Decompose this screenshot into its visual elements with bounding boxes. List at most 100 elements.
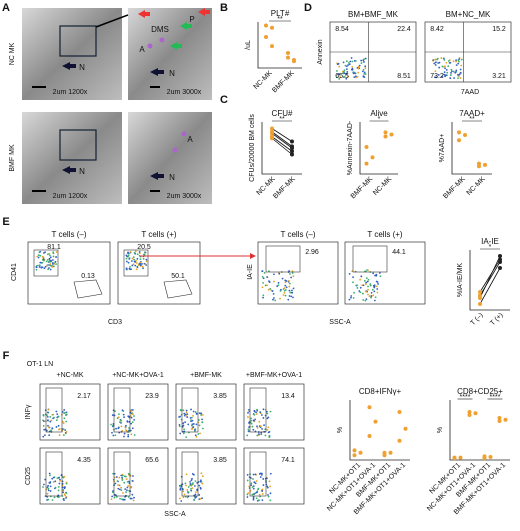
flow-event (65, 482, 68, 485)
flow-event (264, 434, 267, 437)
flow-event (254, 492, 257, 495)
flow-event (65, 420, 68, 423)
flow-event (358, 290, 361, 292)
y-label: % (437, 427, 444, 433)
flow-event (128, 427, 130, 429)
gate-value: 23.9 (145, 393, 159, 400)
flow-event (130, 410, 133, 412)
flow-event (364, 57, 367, 60)
flow-event (136, 257, 139, 260)
flow-event (261, 489, 264, 492)
scale-bar (150, 190, 160, 192)
flow-event (187, 486, 190, 488)
flow-event (178, 423, 181, 426)
quadrant-value: 15.2 (492, 26, 506, 33)
flow-event (352, 276, 354, 279)
flow-event (291, 289, 293, 292)
flow-event (119, 419, 122, 422)
flow-event (259, 476, 262, 478)
flow-event (281, 277, 284, 280)
flow-event (351, 65, 354, 68)
flow-event (64, 429, 67, 432)
flow-event (262, 277, 265, 280)
flow-event (48, 267, 50, 269)
flow-event (453, 77, 455, 79)
flow-event (125, 478, 128, 481)
flow-event (253, 419, 255, 422)
flow-event (185, 473, 188, 476)
flow-event (373, 286, 376, 289)
flow-event (133, 496, 135, 499)
flow-event (277, 281, 280, 284)
flow-event (250, 477, 252, 479)
flow-event (43, 267, 46, 270)
flow-event (183, 493, 186, 496)
flow-event (360, 275, 363, 278)
flow-event (364, 283, 367, 285)
flow-event (42, 414, 45, 417)
flow-event (123, 498, 126, 501)
flow-event (131, 413, 134, 415)
flow-event (345, 72, 348, 75)
point (290, 152, 294, 157)
group-label: OT-1 LN (27, 361, 53, 368)
flow-event (290, 295, 293, 298)
flow-event (179, 432, 182, 435)
flow-event (367, 285, 369, 288)
flow-event (189, 483, 192, 485)
chart-title: CD8+CD25+ (457, 387, 503, 396)
flow-event (131, 264, 134, 267)
flow-event (441, 65, 444, 68)
flow-event (283, 287, 286, 290)
flow-event (185, 411, 188, 414)
scale-text: 2um 1200x (53, 193, 88, 200)
flow-event (351, 270, 354, 273)
gate (181, 451, 199, 497)
flow-event (197, 433, 200, 435)
flow-event (134, 264, 137, 267)
flow-event (199, 487, 202, 490)
flow-event (202, 413, 204, 416)
panel-label: C (220, 94, 228, 106)
flow-event (362, 59, 365, 62)
flow-event (135, 262, 138, 264)
point (364, 144, 369, 149)
flow-event (276, 285, 279, 288)
gate (123, 249, 149, 277)
axis (261, 122, 302, 175)
point (373, 419, 378, 424)
flow-frame (107, 383, 169, 441)
flow-event (370, 296, 372, 299)
flow-event (247, 416, 249, 418)
flow-event (256, 408, 258, 411)
flow-frame (175, 447, 237, 505)
flow-event (122, 413, 125, 416)
row-label: INFγ (25, 404, 32, 419)
flow-event (185, 409, 188, 412)
x-tick-label: BMF-MK (271, 70, 296, 95)
flow-event (376, 281, 379, 283)
flow-event (52, 417, 55, 420)
flow-event (49, 481, 52, 483)
flow-event (363, 76, 366, 79)
point (264, 23, 268, 28)
quadrant-value: 8.54 (335, 26, 349, 33)
marker (147, 43, 153, 49)
flow-event (48, 252, 51, 255)
flow-event (458, 60, 460, 63)
flow-event (200, 414, 202, 416)
flow-event (257, 433, 260, 435)
flow-event (435, 76, 438, 79)
gate-value: 13.4 (281, 393, 295, 400)
flow-event (65, 431, 68, 433)
flow-event (201, 427, 204, 430)
point (478, 302, 482, 306)
gate (181, 387, 199, 433)
flow-event (438, 61, 441, 64)
flow-event (267, 426, 270, 429)
flow-event (279, 297, 281, 300)
flow-event (42, 435, 45, 438)
em-image (128, 8, 212, 100)
flow-event (349, 60, 352, 63)
flow-event (198, 412, 201, 415)
